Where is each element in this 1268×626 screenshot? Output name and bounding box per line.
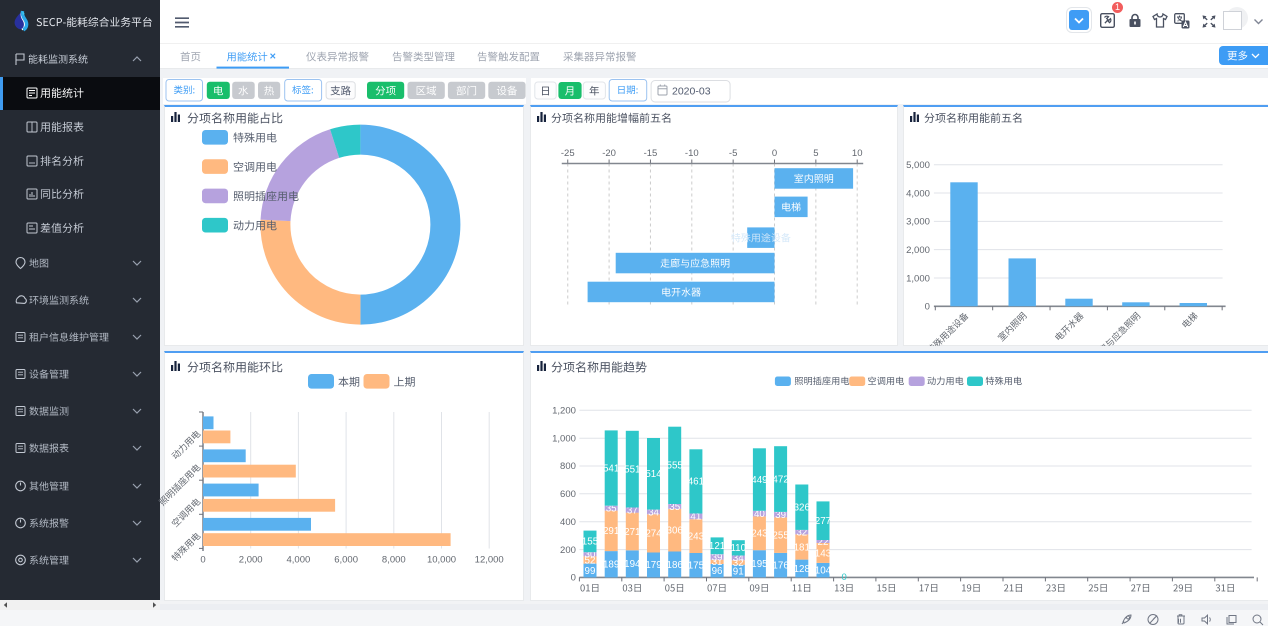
svg-text:30: 30 — [585, 550, 596, 561]
svg-text:472: 472 — [772, 474, 788, 485]
svg-text:1,000: 1,000 — [906, 273, 930, 284]
svg-text:274: 274 — [645, 529, 662, 540]
svg-text:6,000: 6,000 — [334, 555, 358, 566]
svg-text:194: 194 — [624, 559, 641, 570]
svg-text:52: 52 — [585, 555, 596, 566]
svg-text:8,000: 8,000 — [382, 555, 406, 566]
svg-text:37: 37 — [627, 505, 638, 516]
svg-text:243: 243 — [751, 529, 768, 540]
svg-text:10,000: 10,000 — [427, 555, 456, 566]
svg-text:181: 181 — [794, 542, 810, 553]
svg-text:176: 176 — [772, 560, 789, 571]
svg-text:121: 121 — [709, 541, 725, 552]
svg-text:110: 110 — [730, 543, 746, 554]
svg-text:0: 0 — [571, 573, 576, 584]
svg-text:41: 41 — [690, 512, 701, 523]
svg-text:-15: -15 — [644, 148, 658, 159]
svg-text:155: 155 — [582, 537, 599, 548]
svg-text:104: 104 — [815, 565, 832, 576]
svg-text:91: 91 — [733, 566, 744, 577]
svg-text:255: 255 — [772, 530, 789, 541]
svg-text:34: 34 — [733, 553, 744, 564]
svg-text:461: 461 — [688, 477, 704, 488]
svg-text:31: 31 — [712, 557, 723, 568]
svg-text:34: 34 — [648, 507, 659, 518]
svg-text:541: 541 — [603, 463, 619, 474]
svg-text:0: 0 — [925, 302, 930, 313]
svg-text:0: 0 — [772, 148, 777, 159]
svg-text:326: 326 — [794, 503, 811, 514]
svg-text:35: 35 — [669, 502, 680, 513]
svg-text:186: 186 — [667, 560, 684, 571]
svg-text:1,000: 1,000 — [552, 433, 576, 444]
svg-text:291: 291 — [603, 526, 619, 537]
svg-text:32: 32 — [733, 558, 744, 569]
svg-text:2,000: 2,000 — [906, 245, 930, 256]
svg-text:96: 96 — [712, 566, 723, 577]
svg-text:200: 200 — [560, 545, 576, 556]
svg-text:39: 39 — [775, 510, 786, 521]
svg-text:195: 195 — [751, 559, 768, 570]
svg-text:-25: -25 — [561, 148, 575, 159]
svg-text:35: 35 — [606, 503, 617, 514]
svg-text:189: 189 — [603, 560, 619, 571]
svg-text:400: 400 — [560, 517, 576, 528]
svg-text:-10: -10 — [685, 148, 699, 159]
svg-text:1,200: 1,200 — [552, 406, 576, 417]
svg-text:0: 0 — [842, 572, 847, 583]
svg-text:555: 555 — [667, 461, 684, 472]
svg-text:514: 514 — [645, 469, 662, 480]
svg-text:277: 277 — [815, 516, 831, 527]
svg-text:40: 40 — [754, 509, 765, 520]
svg-text:800: 800 — [560, 461, 576, 472]
svg-text:4,000: 4,000 — [906, 188, 930, 199]
svg-text:0: 0 — [200, 555, 205, 566]
svg-text:4,000: 4,000 — [287, 555, 311, 566]
svg-text:39: 39 — [712, 552, 723, 563]
svg-text:551: 551 — [624, 464, 640, 475]
svg-text:-5: -5 — [729, 148, 737, 159]
svg-text:449: 449 — [751, 475, 767, 486]
svg-text:143: 143 — [815, 548, 832, 559]
svg-text:99: 99 — [585, 566, 596, 577]
svg-text:32: 32 — [796, 527, 807, 538]
svg-text:5,000: 5,000 — [906, 160, 930, 171]
svg-text:5: 5 — [813, 148, 818, 159]
svg-text:10: 10 — [852, 148, 863, 159]
svg-text:128: 128 — [794, 564, 811, 575]
svg-text:175: 175 — [688, 561, 705, 572]
svg-text:2,000: 2,000 — [239, 555, 263, 566]
svg-text:2020-03: 2020-03 — [672, 86, 711, 98]
svg-text:600: 600 — [560, 489, 576, 500]
svg-text:179: 179 — [645, 560, 661, 571]
svg-text:271: 271 — [624, 527, 640, 538]
svg-text:3,000: 3,000 — [906, 217, 930, 228]
svg-text:243: 243 — [688, 531, 705, 542]
svg-text:-20: -20 — [602, 148, 616, 159]
svg-text:306: 306 — [667, 525, 684, 536]
svg-text:22: 22 — [818, 537, 829, 548]
svg-text:12,000: 12,000 — [475, 555, 504, 566]
